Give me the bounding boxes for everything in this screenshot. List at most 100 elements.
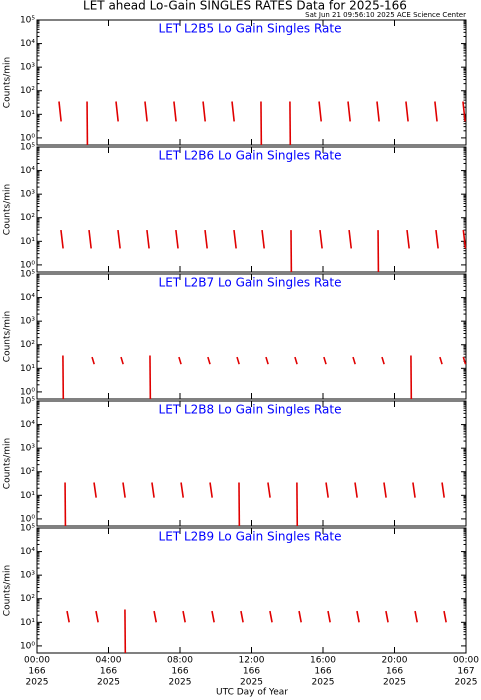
y-tick-label: 10⁴ [20, 293, 35, 303]
data-line [354, 482, 358, 498]
main-title: LET ahead Lo-Gain SINGLES RATES Data for… [83, 0, 407, 13]
data-line [319, 229, 323, 249]
data-line [462, 229, 467, 249]
y-axis-label: Counts/min [3, 184, 13, 235]
x-tick-label: 00:00 [24, 656, 50, 666]
data-line [58, 101, 62, 122]
data-line [443, 610, 447, 623]
y-tick-label: 10² [20, 467, 35, 477]
data-line [261, 229, 265, 249]
data-line [406, 229, 410, 249]
data-line [441, 482, 445, 498]
data-line [240, 610, 244, 623]
x-tick-year: 2025 [455, 678, 478, 688]
y-tick-label: 10⁰ [20, 514, 35, 524]
y-tick-label: 10⁵ [20, 524, 35, 534]
y-tick-label: 10⁵ [20, 397, 35, 407]
x-tick-day: 166 [100, 667, 117, 677]
data-line [347, 101, 351, 122]
y-tick-label: 10¹ [20, 618, 35, 628]
data-line [91, 356, 95, 365]
data-line [209, 482, 213, 498]
y-tick-label: 10² [20, 86, 35, 96]
x-tick-year: 2025 [169, 678, 192, 688]
y-tick-label: 10¹ [20, 364, 35, 374]
x-tick-day: 166 [386, 667, 403, 677]
data-line [236, 356, 240, 365]
data-line [120, 356, 124, 365]
y-tick-label: 10² [20, 340, 35, 350]
y-tick-label: 10² [20, 213, 35, 223]
data-line [265, 356, 269, 365]
data-line [151, 482, 155, 498]
y-axis-label: Counts/min [3, 311, 13, 362]
data-line [211, 610, 215, 623]
data-line [115, 101, 119, 122]
y-tick-label: 10⁵ [20, 270, 35, 280]
y-axis-label: Counts/min [3, 57, 13, 108]
y-tick-label: 10¹ [20, 237, 35, 247]
y-tick-label: 10⁴ [20, 166, 35, 176]
data-line [117, 229, 121, 249]
data-line [327, 610, 331, 623]
y-axis-label: Counts/min [3, 438, 13, 489]
data-line [207, 356, 211, 365]
timestamp: Sat Jun 21 09:56:10 2025 ACE Science Cen… [305, 11, 466, 19]
x-tick-label: 04:00 [96, 656, 122, 666]
data-line [435, 229, 439, 249]
y-tick-label: 10⁰ [20, 387, 35, 397]
data-line [178, 356, 182, 365]
x-tick-day: 167 [457, 667, 474, 677]
data-line [175, 229, 179, 249]
data-line [60, 229, 64, 249]
panel-title: LET L2B6 Lo Gain Singles Rate [159, 149, 342, 163]
data-line [182, 610, 186, 623]
y-tick-label: 10³ [20, 190, 35, 200]
y-tick-label: 10⁵ [20, 16, 35, 26]
x-axis-label: UTC Day of Year [216, 688, 288, 698]
data-line [231, 101, 235, 122]
data-line [144, 101, 148, 122]
x-tick-day: 166 [28, 667, 45, 677]
data-line [95, 610, 99, 623]
data-line [462, 356, 467, 365]
x-tick-day: 166 [314, 667, 331, 677]
y-tick-label: 10⁴ [20, 547, 35, 557]
x-tick-label: 16:00 [310, 656, 336, 666]
data-line [318, 101, 323, 122]
data-line [204, 229, 208, 249]
data-line [267, 482, 271, 498]
x-tick-label: 12:00 [239, 656, 265, 666]
data-line [298, 610, 302, 623]
data-line [173, 101, 177, 122]
y-tick-label: 10⁰ [20, 133, 35, 143]
data-line [294, 356, 298, 365]
data-line [462, 101, 466, 122]
x-tick-year: 2025 [26, 678, 49, 688]
panel-title: LET L2B5 Lo Gain Singles Rate [159, 22, 342, 36]
data-line [352, 356, 356, 365]
y-tick-label: 10⁰ [20, 641, 35, 651]
data-line [146, 229, 150, 249]
data-line [348, 229, 353, 249]
data-line [233, 229, 237, 249]
y-tick-label: 10³ [20, 317, 35, 327]
data-line [202, 101, 206, 122]
data-line [356, 610, 360, 623]
x-tick-year: 2025 [97, 678, 120, 688]
x-tick-day: 166 [243, 667, 260, 677]
data-line [93, 482, 97, 498]
x-tick-label: 20:00 [382, 656, 408, 666]
data-line [381, 356, 385, 365]
data-line [180, 482, 185, 498]
data-line [385, 610, 389, 623]
data-line [405, 101, 409, 122]
data-line [376, 101, 380, 122]
y-tick-label: 10¹ [20, 110, 35, 120]
data-line [323, 356, 327, 365]
data-line [122, 482, 126, 498]
data-line [414, 610, 418, 623]
data-line [412, 482, 416, 498]
